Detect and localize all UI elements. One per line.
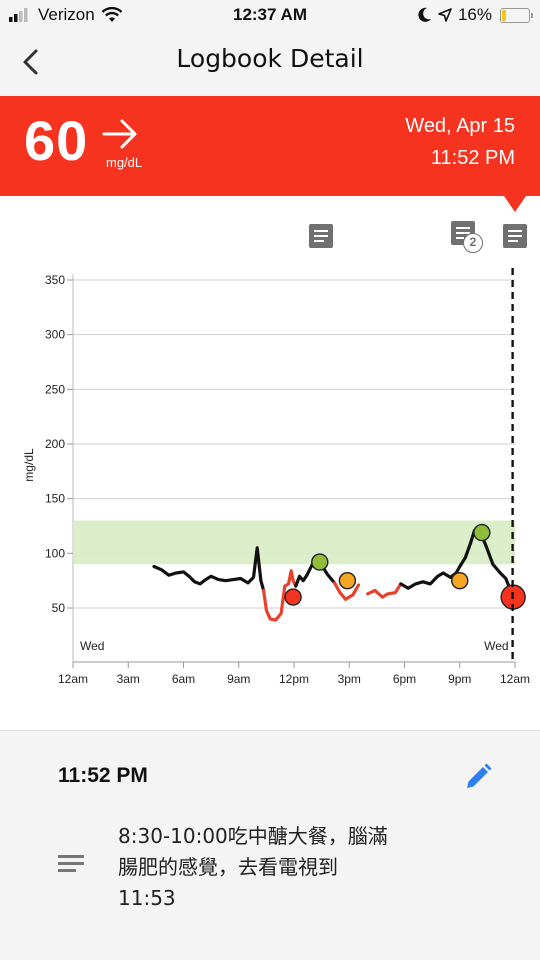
status-bar-right: 16% — [418, 5, 533, 25]
glucose-chart[interactable]: mg/dL 350 300 250 200 150 100 50 12am 3am 6am 9am… — [0, 255, 540, 700]
target-range-rect — [73, 520, 515, 565]
status-bar: Verizon 12:37 AM 16% — [0, 0, 540, 30]
y-tick-label: 150 — [45, 492, 65, 506]
trace-segment — [294, 560, 337, 588]
day-label-start: Wed — [80, 639, 104, 653]
x-tick-label: 9pm — [448, 672, 471, 686]
note-line: 8:30-10:00吃中醣大餐，腦滿 — [118, 824, 388, 848]
x-tick-label: 3pm — [338, 672, 361, 686]
low-trace-segment — [332, 581, 361, 601]
x-axis-ticks: 12am 3am 6am 9am 12pm 3pm 6pm 9pm 12am — [58, 662, 530, 686]
reading-time: 11:52 PM — [430, 147, 515, 169]
status-bar-left: Verizon — [8, 5, 123, 25]
trace-segment — [152, 546, 266, 593]
trace-segment — [399, 525, 515, 599]
y-axis-label: mg/dL — [22, 448, 36, 482]
status-time: 12:37 AM — [232, 5, 307, 24]
y-tick-label: 250 — [45, 382, 65, 396]
reading-marker — [284, 588, 302, 606]
glucose-unit: mg/dL — [106, 155, 143, 170]
x-tick-label: 3am — [117, 672, 140, 686]
battery-percent: 16% — [457, 5, 492, 24]
entry-detail: 11:52 PM 8:30-10:00吃中醣大餐，腦滿 腸肥的感覺，去看電視到 … — [0, 730, 540, 960]
y-tick-label: 300 — [45, 328, 65, 342]
low-trace-segment — [366, 582, 403, 599]
x-tick-label: 6pm — [393, 672, 416, 686]
carrier-label: Verizon — [38, 5, 95, 24]
target-range-band — [73, 520, 515, 565]
x-tick-label: 9am — [227, 672, 250, 686]
reading-markers — [284, 523, 526, 610]
pencil-icon[interactable] — [462, 761, 494, 793]
note-icon[interactable] — [503, 224, 527, 248]
x-tick-label: 12pm — [279, 672, 309, 686]
reading-marker — [451, 571, 469, 590]
y-axis-ticks: 350 300 250 200 150 100 50 — [45, 273, 73, 615]
signal-icon — [9, 8, 28, 22]
entry-time: 11:52 PM — [58, 764, 148, 787]
entry-note: 8:30-10:00吃中醣大餐，腦滿 腸肥的感覺，去看電視到 11:53 — [118, 821, 438, 914]
banner-pointer — [504, 196, 526, 212]
day-labels: Wed Wed — [80, 639, 509, 653]
y-tick-label: 350 — [45, 273, 65, 287]
glucose-value: 60 — [24, 109, 89, 172]
nav-header: Logbook Detail — [0, 30, 540, 96]
moon-icon — [418, 7, 431, 22]
chevron-left-icon[interactable] — [14, 44, 50, 80]
day-label-end: Wed — [484, 639, 508, 653]
glucose-banner: 60 mg/dL Wed, Apr 15 11:52 PM — [0, 96, 540, 196]
x-tick-label: 6am — [172, 672, 195, 686]
notes-icon — [58, 855, 86, 875]
y-tick-label: 50 — [52, 601, 66, 615]
x-tick-label: 12am — [58, 672, 88, 686]
y-tick-label: 100 — [45, 546, 65, 560]
wifi-icon — [101, 7, 123, 22]
note-count-badge: 2 — [463, 233, 483, 253]
note-line: 腸肥的感覺，去看電視到 — [118, 855, 338, 879]
note-icon-multiple[interactable]: 2 — [451, 221, 483, 253]
note-line: 11:53 — [118, 886, 176, 910]
reading-marker — [311, 553, 329, 571]
x-tick-label: 12am — [500, 672, 530, 686]
y-tick-label: 200 — [45, 437, 65, 451]
battery-level — [502, 9, 506, 21]
location-icon — [438, 8, 452, 22]
page-title: Logbook Detail — [176, 44, 364, 73]
battery-icon — [500, 7, 533, 23]
reading-marker — [338, 571, 357, 590]
arrow-right-icon — [102, 119, 137, 149]
low-trace-segment — [262, 569, 298, 622]
reading-marker — [473, 523, 491, 542]
note-icon[interactable] — [309, 224, 333, 248]
reading-date: Wed, Apr 15 — [405, 115, 515, 137]
glucose-trace — [152, 525, 515, 622]
